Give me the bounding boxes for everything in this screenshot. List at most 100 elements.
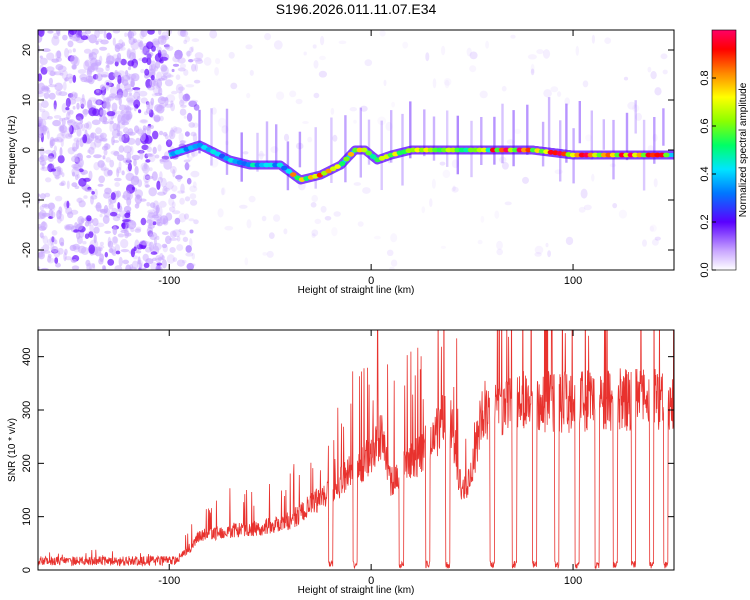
spectrogram-noise-blob bbox=[117, 114, 122, 124]
spectrogram-noise-blob bbox=[118, 104, 127, 111]
spectrogram-noise-blob bbox=[127, 220, 137, 230]
spectrogram-noise-blob bbox=[129, 52, 136, 61]
spectrogram-ridge-cell bbox=[645, 152, 652, 158]
spectrogram-noise-blob bbox=[192, 181, 197, 189]
spectrogram-noise-blob bbox=[76, 231, 81, 240]
spectrogram-noise-blob bbox=[80, 35, 89, 41]
spectrogram-noise-blob bbox=[127, 113, 132, 120]
spectrogram-noise-blob bbox=[112, 215, 121, 222]
spectrogram-noise-blob bbox=[47, 202, 55, 210]
spectrogram-noise-blob bbox=[72, 74, 77, 83]
spectrogram-noise-blob bbox=[649, 225, 655, 232]
spectrogram-noise-blob bbox=[156, 78, 163, 88]
spectrogram-noise-blob bbox=[92, 108, 100, 117]
spectrogram-noise-blob bbox=[582, 80, 589, 88]
spectrogram-noise-blob bbox=[192, 122, 199, 128]
spectrogram-noise-blob bbox=[106, 111, 116, 117]
spectrogram-noise-blob bbox=[77, 216, 85, 225]
spectrogram-noise-blob bbox=[135, 137, 141, 146]
spectrogram-noise-blob bbox=[47, 116, 53, 120]
spectrogram-noise-blob bbox=[91, 119, 101, 126]
spectrogram-noise-blob bbox=[188, 59, 194, 63]
spectrogram-noise-blob bbox=[139, 262, 143, 270]
spectrogram-noise-blob bbox=[289, 90, 297, 98]
spectrogram-noise-blob bbox=[120, 43, 124, 51]
spectrogram-noise-blob bbox=[132, 87, 141, 91]
spectrogram-noise-blob bbox=[153, 40, 160, 46]
spectrogram-noise-blob bbox=[246, 219, 252, 229]
spectrogram-noise-blob bbox=[651, 238, 659, 246]
spectrogram-noise-blob bbox=[53, 145, 58, 152]
colorbar-tick-label: 0.8 bbox=[699, 70, 711, 85]
spectrogram-noise-blob bbox=[40, 166, 50, 172]
spectrogram-noise-blob bbox=[97, 100, 101, 106]
spectrogram-noise-blob bbox=[123, 145, 132, 154]
spectrogram-noise-blob bbox=[123, 205, 132, 213]
spectrogram-noise-blob bbox=[57, 247, 64, 255]
spectrogram-noise-blob bbox=[60, 138, 64, 147]
spectrogram-noise-blob bbox=[38, 116, 43, 125]
spectrogram-noise-blob bbox=[133, 158, 137, 167]
spectrogram-noise-blob bbox=[162, 217, 166, 225]
spectrogram-noise-blob bbox=[262, 252, 268, 256]
spectrogram-noise-blob bbox=[178, 90, 184, 101]
spectrogram-heatmap bbox=[38, 30, 674, 270]
spectrogram-noise-blob bbox=[82, 241, 87, 245]
spectrogram-noise-blob bbox=[330, 107, 335, 115]
spectrogram-noise-blob bbox=[379, 30, 386, 37]
snr-y-label: SNR (10 * v/v) bbox=[7, 418, 18, 482]
spectrogram-noise-blob bbox=[547, 250, 551, 258]
spectrogram-noise-blob bbox=[109, 159, 115, 168]
spectrogram-noise-blob bbox=[652, 133, 658, 142]
spectrogram-noise-blob bbox=[134, 125, 140, 133]
spectrogram-noise-blob bbox=[157, 96, 166, 105]
spectrogram-noise-blob bbox=[221, 125, 229, 134]
spectrogram-noise-blob bbox=[120, 249, 130, 253]
spectrogram-noise-blob bbox=[84, 188, 94, 193]
spectrogram-noise-blob bbox=[353, 119, 357, 124]
spectrogram-noise-blob bbox=[66, 111, 71, 120]
spectrogram-noise-blob bbox=[59, 72, 64, 76]
spectrogram-noise-blob bbox=[140, 30, 148, 38]
spectrogram-noise-blob bbox=[313, 92, 320, 99]
spectrogram-noise-blob bbox=[170, 193, 177, 199]
spectrogram-noise-blob bbox=[186, 50, 191, 58]
spectrogram-noise-blob bbox=[64, 256, 73, 261]
spectrogram-noise-blob bbox=[57, 155, 65, 164]
spectrogram-noise-blob bbox=[141, 144, 149, 151]
spectrogram-noise-blob bbox=[156, 46, 162, 53]
spectrogram-noise-blob bbox=[146, 51, 152, 60]
spectrogram-noise-blob bbox=[246, 92, 251, 99]
spectrogram-noise-blob bbox=[542, 49, 551, 59]
spectrogram-noise-blob bbox=[75, 116, 82, 121]
spectrogram-noise-blob bbox=[162, 132, 168, 137]
spectrogram-noise-blob bbox=[90, 62, 99, 71]
spectrogram-noise-blob bbox=[94, 30, 100, 39]
spectrogram-noise-blob bbox=[190, 170, 200, 178]
spectrogram-noise-blob bbox=[97, 183, 104, 187]
spectrogram-noise-blob bbox=[72, 243, 80, 250]
spectrogram-noise-blob bbox=[338, 40, 347, 45]
chart-title: S196.2026.011.11.07.E34 bbox=[276, 1, 437, 17]
spectrogram-noise-blob bbox=[114, 95, 121, 101]
spectrogram-noise-blob bbox=[98, 116, 108, 123]
spectrogram-noise-blob bbox=[160, 49, 167, 57]
spectrogram-ridge-cell bbox=[414, 147, 421, 153]
spectrogram-noise-blob bbox=[82, 134, 88, 144]
spectrogram-noise-blob bbox=[183, 115, 187, 119]
spectrogram-noise-blob bbox=[153, 211, 159, 217]
spectrogram-noise-blob bbox=[56, 50, 62, 59]
spectrogram-noise-blob bbox=[57, 65, 67, 73]
spectrogram-noise-blob bbox=[654, 87, 662, 96]
spectrogram-noise-blob bbox=[185, 50, 192, 57]
spectrogram-noise-blob bbox=[179, 108, 187, 116]
spectrogram-noise-blob bbox=[51, 246, 59, 253]
spectrogram-noise-blob bbox=[111, 236, 119, 245]
spectrogram-noise-blob bbox=[591, 34, 596, 44]
spectrogram-noise-blob bbox=[49, 236, 57, 245]
spectrogram-noise-blob bbox=[69, 109, 74, 115]
spectrogram-noise-blob bbox=[273, 40, 283, 50]
spectrogram-streak bbox=[344, 115, 347, 183]
spectrogram-noise-blob bbox=[180, 140, 187, 144]
colorbar-frame bbox=[711, 29, 737, 271]
